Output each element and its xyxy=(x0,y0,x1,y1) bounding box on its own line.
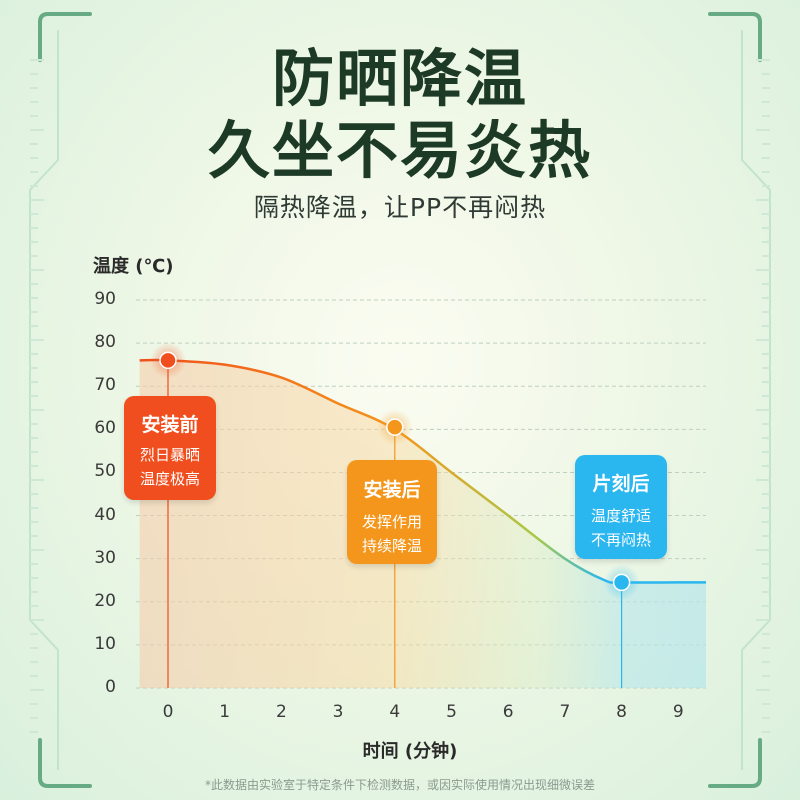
callout-line: 烈日暴晒 xyxy=(139,446,200,464)
y-tick-label: 90 xyxy=(94,289,116,309)
callout-after-install: 安装后 发挥作用 持续降温 xyxy=(347,460,437,564)
y-tick-label: 40 xyxy=(94,504,116,525)
title-line-1: 防晒降温 xyxy=(271,42,528,115)
y-axis-label: 温度 (℃) xyxy=(93,256,174,277)
footnote: *此数据由实验室于特定条件下检测数据，或因实际使用情况出现细微误差 xyxy=(204,778,595,792)
y-tick-label: 20 xyxy=(94,590,116,611)
callout-line: 持续降温 xyxy=(361,537,422,555)
y-tick-label: 0 xyxy=(105,677,116,697)
callout-line: 发挥作用 xyxy=(361,513,422,531)
x-tick-label: 2 xyxy=(275,702,287,722)
x-tick-label: 4 xyxy=(389,702,401,722)
y-tick-label: 50 xyxy=(94,461,116,482)
callout-moment-later: 片刻后 温度舒适 不再闷热 xyxy=(575,455,667,559)
data-point-marker xyxy=(386,418,404,436)
x-tick-label: 6 xyxy=(502,702,514,722)
x-tick-label: 8 xyxy=(616,702,627,722)
y-tick-label: 70 xyxy=(94,375,116,396)
callout-line: 温度极高 xyxy=(139,470,200,488)
data-point-marker xyxy=(159,351,177,370)
callout-line: 不再闷热 xyxy=(590,531,651,549)
callout-title: 安装前 xyxy=(141,414,199,436)
x-tick-label: 9 xyxy=(672,702,684,722)
callout-title: 片刻后 xyxy=(592,473,650,495)
x-tick-label: 3 xyxy=(332,702,344,722)
x-tick-label: 0 xyxy=(162,702,174,722)
y-tick-label: 80 xyxy=(94,332,116,353)
y-tick-label: 60 xyxy=(94,418,116,439)
x-axis-label: 时间 (分钟) xyxy=(362,741,458,762)
subtitle: 隔热降温，让PP不再闷热 xyxy=(253,193,547,222)
callout-title: 安装后 xyxy=(363,479,421,501)
callout-line: 温度舒适 xyxy=(590,507,651,525)
callout-before-install: 安装前 烈日暴晒 温度极高 xyxy=(124,396,216,500)
y-tick-label: 30 xyxy=(94,547,116,568)
x-tick-label: 5 xyxy=(446,702,457,722)
data-point-marker xyxy=(612,573,631,592)
y-tick-label: 10 xyxy=(94,633,116,654)
x-tick-label: 7 xyxy=(559,702,571,722)
x-tick-label: 1 xyxy=(219,702,231,722)
title-line-2: 久坐不易炎热 xyxy=(207,114,592,187)
